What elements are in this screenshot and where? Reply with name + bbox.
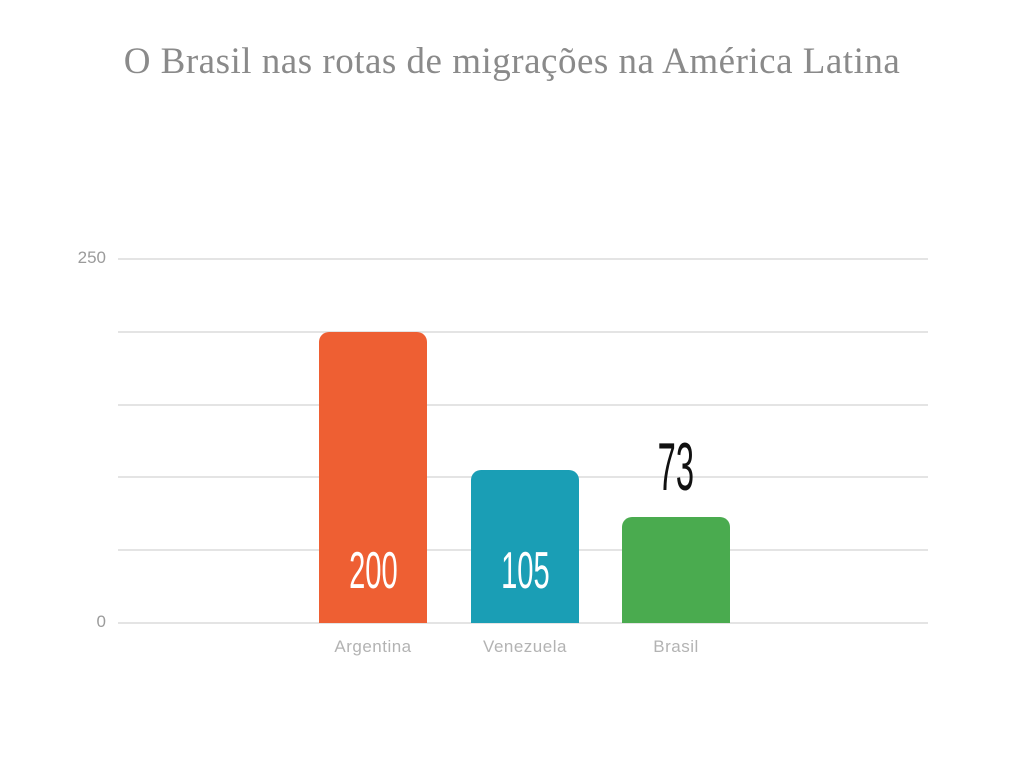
bar-value-label-wrap: 73 (622, 433, 730, 501)
bar-venezuela: 105 (471, 470, 579, 623)
gridline-y-0 (118, 622, 928, 624)
y-axis-tick-label: 250 (77, 248, 106, 267)
x-axis-category-label-argentina: Argentina (334, 637, 412, 656)
x-axis-category-label-venezuela: Venezuela (483, 637, 567, 656)
bar-value-label: 105 (500, 542, 550, 600)
gridline-y-150 (118, 403, 928, 406)
bar-value-label: 73 (657, 428, 695, 505)
chart-title: O Brasil nas rotas de migrações na Améri… (123, 41, 901, 82)
bar-value-label-wrap: 200 (319, 545, 427, 597)
x-axis-category-label-brasil: Brasil (653, 637, 699, 656)
bar-value-label-wrap: 105 (471, 545, 579, 597)
bar-brasil (622, 516, 730, 623)
bar-argentina: 200 (319, 331, 427, 623)
gridline-y-250 (118, 258, 928, 260)
gridline-y-200 (118, 330, 928, 333)
bar-chart-plot-area: 250 0 200 Argentina 105 Venezuela 73 Brasil (78, 248, 928, 656)
y-axis-tick-label: 0 (96, 612, 106, 631)
bar-value-label: 200 (348, 542, 398, 600)
